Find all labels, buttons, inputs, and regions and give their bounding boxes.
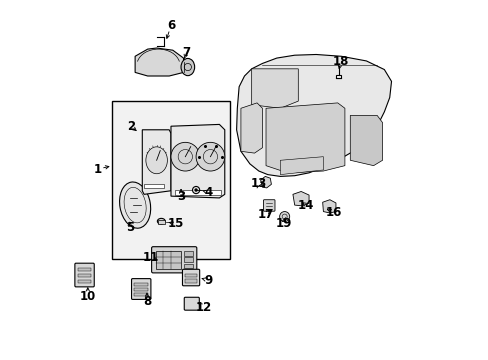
Text: 6: 6 xyxy=(166,19,175,32)
Text: 5: 5 xyxy=(125,221,134,234)
Polygon shape xyxy=(322,200,335,213)
Ellipse shape xyxy=(145,147,167,174)
Bar xyxy=(158,220,164,224)
Bar xyxy=(183,257,192,262)
Bar xyxy=(336,75,341,78)
Polygon shape xyxy=(241,103,262,153)
Bar xyxy=(78,267,90,271)
Text: 9: 9 xyxy=(204,274,212,287)
Text: 2: 2 xyxy=(126,120,135,133)
Bar xyxy=(185,279,196,283)
Text: 8: 8 xyxy=(142,296,151,309)
Bar xyxy=(112,101,230,259)
Text: 11: 11 xyxy=(142,251,158,264)
Circle shape xyxy=(192,186,199,194)
Circle shape xyxy=(171,142,199,171)
Bar xyxy=(155,251,181,269)
Text: 4: 4 xyxy=(204,186,212,199)
Polygon shape xyxy=(135,48,183,76)
Text: 15: 15 xyxy=(167,217,183,230)
Bar xyxy=(174,190,221,195)
Polygon shape xyxy=(265,103,344,173)
Bar xyxy=(185,274,196,277)
Text: 17: 17 xyxy=(257,208,274,221)
Bar xyxy=(78,280,90,283)
FancyBboxPatch shape xyxy=(263,200,274,211)
Text: 13: 13 xyxy=(250,177,266,190)
Circle shape xyxy=(194,189,197,192)
Circle shape xyxy=(196,142,224,171)
Bar xyxy=(78,274,90,277)
Polygon shape xyxy=(251,69,298,108)
Bar xyxy=(183,251,192,256)
Text: 10: 10 xyxy=(80,290,96,303)
FancyBboxPatch shape xyxy=(182,269,199,286)
Text: 1: 1 xyxy=(93,163,102,176)
Bar xyxy=(144,184,163,188)
Polygon shape xyxy=(280,157,323,175)
Text: 14: 14 xyxy=(297,199,314,212)
Polygon shape xyxy=(236,54,391,176)
Text: 19: 19 xyxy=(275,217,291,230)
Text: 12: 12 xyxy=(196,301,212,314)
Text: 16: 16 xyxy=(325,206,341,219)
Ellipse shape xyxy=(181,58,194,76)
Text: 18: 18 xyxy=(332,55,348,68)
Text: 7: 7 xyxy=(182,46,190,59)
Bar xyxy=(134,293,148,296)
FancyBboxPatch shape xyxy=(75,263,94,287)
FancyBboxPatch shape xyxy=(151,247,196,273)
Ellipse shape xyxy=(120,182,150,228)
Polygon shape xyxy=(142,130,171,194)
Bar xyxy=(183,264,192,268)
Ellipse shape xyxy=(157,219,165,224)
FancyBboxPatch shape xyxy=(131,279,151,300)
Polygon shape xyxy=(349,116,382,166)
FancyBboxPatch shape xyxy=(184,297,199,310)
Text: 3: 3 xyxy=(177,190,185,203)
Bar xyxy=(134,288,148,291)
Polygon shape xyxy=(260,176,271,188)
Circle shape xyxy=(279,212,289,222)
Bar xyxy=(134,283,148,286)
Polygon shape xyxy=(292,192,308,206)
Polygon shape xyxy=(171,125,224,198)
